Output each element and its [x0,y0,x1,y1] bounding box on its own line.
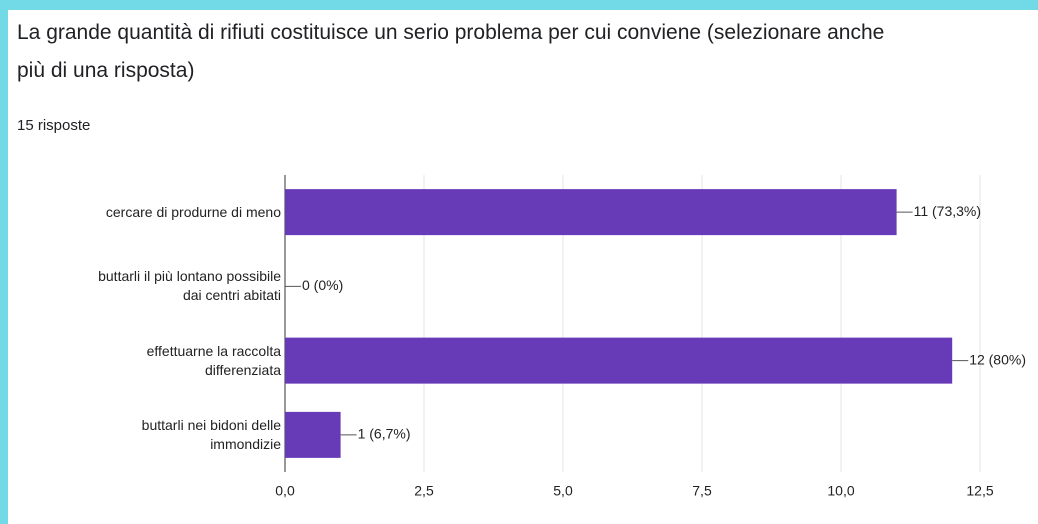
chart: 0,0 2,5 5,0 7,5 10,0 12,5 11 (73,3%) 0 (0%) 12 (… [275,175,1026,499]
x-tick-label: 2,5 [414,483,434,499]
category-text: cercare di produrne di meno [105,203,281,220]
bar [285,337,953,384]
data-label: 1 (6,7%) [358,426,411,442]
category-label: effettuarne la raccolta differenziata [19,342,281,380]
data-label: 12 (80%) [969,351,1026,367]
x-tick-label: 5,0 [553,483,573,499]
x-tick-label: 10,0 [827,483,854,499]
response-count: 15 risposte [17,117,91,134]
x-tick-label: 12,5 [966,483,993,499]
data-label: 11 (73,3%) [914,203,981,219]
category-label: cercare di produrne di meno [19,203,281,222]
x-tick-label: 0,0 [275,483,295,499]
category-text: buttarli nei bidoni delle immondizie [141,416,281,452]
category-text: effettuarne la raccolta differenziata [146,342,281,378]
card: La grande quantità di rifiuti costituisc… [8,10,1038,524]
x-tick-label: 7,5 [692,483,712,499]
question-title: La grande quantità di rifiuti costituisc… [17,21,885,82]
category-label: buttarli nei bidoni delle immondizie [19,416,281,454]
category-label: buttarli il più lontano possibile dai ce… [19,267,281,305]
bar [285,411,341,458]
bar [285,189,897,236]
data-label: 0 (0%) [302,277,343,293]
category-text: buttarli il più lontano possibile dai ce… [98,268,281,304]
